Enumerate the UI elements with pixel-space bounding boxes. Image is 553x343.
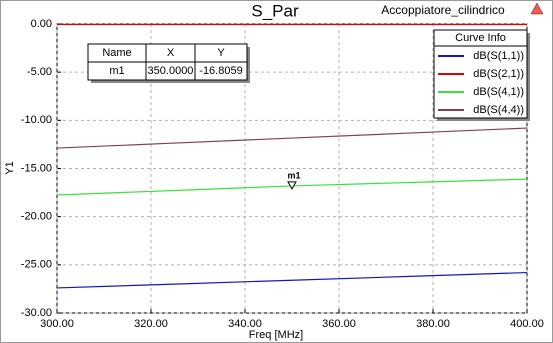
chart-subtitle: Accoppiatore_cilindrico: [381, 3, 505, 17]
x-tick-label: 360.00: [322, 318, 356, 330]
marker-label: m1: [287, 170, 300, 180]
x-tick-label: 300.00: [40, 318, 74, 330]
y-tick-label: -20.00: [21, 211, 52, 223]
chart-title: S_Par: [251, 1, 299, 20]
table-header: Y: [217, 47, 225, 59]
y-tick-label: -10.00: [21, 114, 52, 126]
y-tick-label: -5.00: [27, 66, 52, 78]
table-cell-text: 350.0000: [148, 65, 194, 77]
table-cell-text: -16.8059: [199, 65, 242, 77]
legend-title: Curve Info: [455, 32, 506, 44]
y-tick-label: -15.00: [21, 162, 52, 174]
table-cell-text: m1: [109, 65, 124, 77]
legend-label: dB(S(2,1)): [473, 68, 524, 80]
marker-table-shadow: [91, 80, 250, 83]
x-tick-label: 380.00: [416, 318, 450, 330]
y-tick-label: -25.00: [21, 259, 52, 271]
y-tick-label: -30.00: [21, 307, 52, 319]
legend-label: dB(S(4,4)): [473, 104, 524, 116]
marker-triangle: [287, 181, 297, 190]
table-cell: [194, 61, 248, 81]
series-line: [56, 271, 528, 289]
marker-table-shadow: [247, 47, 250, 83]
x-tick-label: 320.00: [134, 318, 168, 330]
series-line: [56, 127, 528, 149]
logo: [530, 2, 544, 15]
x-tick-label: 340.00: [228, 318, 262, 330]
y-axis-label: Y1: [4, 161, 16, 174]
table-header: Name: [102, 47, 131, 59]
table-header: X: [167, 47, 175, 59]
legend-label: dB(S(4,1)): [473, 86, 524, 98]
x-axis-label: Freq [MHz]: [249, 329, 303, 341]
x-tick-label: 400.00: [510, 318, 544, 330]
y-tick-label: 0.00: [31, 18, 52, 30]
legend-label: dB(S(1,1)): [473, 50, 524, 62]
